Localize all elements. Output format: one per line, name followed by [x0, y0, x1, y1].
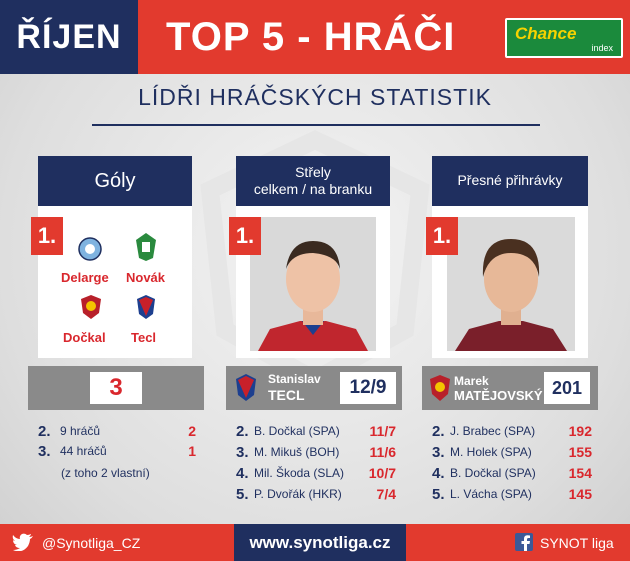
chance-index-logo: Chance index	[505, 18, 623, 58]
sponsor-sub: index	[591, 43, 613, 53]
goals-player-2: Novák	[126, 270, 166, 285]
goals-rank-badge: 1.	[31, 217, 63, 255]
goals-player-3: Dočkal	[63, 330, 106, 345]
passes-row-2-value: 192	[568, 423, 592, 439]
shots-player-photo	[250, 217, 376, 351]
player: M. Holek (SPA)	[450, 445, 532, 459]
passes-rank-badge: 1.	[426, 217, 458, 255]
shots-row-4-value: 10/7	[368, 465, 396, 481]
rank: 3.	[38, 442, 51, 460]
shots-player-last: TECL	[268, 387, 305, 403]
player: L. Vácha (SPA)	[450, 487, 532, 501]
subtitle-underline	[92, 124, 540, 126]
viktoria-plzen-crest-icon	[137, 295, 155, 319]
passes-row-5-value: 145	[568, 486, 592, 502]
goals-top-value: 3	[90, 372, 142, 404]
passes-row-4-value: 154	[568, 465, 592, 481]
shots-heading-line2: celkem / na branku	[253, 181, 373, 197]
jablonec-crest-icon	[136, 233, 156, 261]
goals-card	[38, 206, 192, 358]
player: B. Dočkal (SPA)	[254, 424, 340, 438]
viktoria-plzen-crest-icon	[236, 374, 256, 401]
shots-top-value: 12/9	[340, 372, 396, 404]
passes-row-3-value: 155	[568, 444, 592, 460]
facebook-page[interactable]: SYNOT liga	[540, 535, 614, 551]
goals-note: (z toho 2 vlastní)	[61, 466, 150, 480]
sparta-crest-icon	[81, 295, 101, 319]
shots-row-4: 4. Mil. Škoda (SLA)	[236, 463, 344, 483]
player: B. Dočkal (SPA)	[450, 466, 536, 480]
player-portrait-icon	[447, 217, 575, 351]
shots-row-3: 3. M. Mikuš (BOH)	[236, 442, 339, 462]
rank: 2.	[432, 422, 445, 440]
shots-player-first: Stanislav	[268, 372, 321, 386]
rank: 2.	[236, 422, 249, 440]
player: 9 hráčů	[60, 424, 101, 438]
shots-row-3-value: 11/6	[369, 444, 396, 460]
shots-row-5-value: 7/4	[376, 486, 396, 502]
header: ŘÍJEN TOP 5 - HRÁČI Chance index	[0, 0, 630, 74]
passes-player-photo	[447, 217, 575, 351]
shots-row-2: 2. B. Dočkal (SPA)	[236, 421, 340, 441]
shots-row-5: 5. P. Dvořák (HKR)	[236, 484, 342, 504]
goals-player-1: Delarge	[61, 270, 109, 285]
rank: 4.	[236, 464, 249, 482]
player: 44 hráčů	[60, 444, 107, 458]
subtitle: LÍDŘI HRÁČSKÝCH STATISTIK	[138, 84, 492, 110]
shots-heading-line1: Střely	[295, 163, 331, 180]
passes-row-3: 3. M. Holek (SPA)	[432, 442, 532, 462]
facebook-icon[interactable]	[515, 533, 533, 551]
goals-row-2: 2. 9 hráčů	[38, 421, 100, 441]
twitter-handle[interactable]: @Synotliga_CZ	[42, 535, 141, 551]
slovan-liberec-crest-icon	[78, 237, 102, 261]
player: P. Dvořák (HKR)	[254, 487, 342, 501]
shots-rank-badge: 1.	[229, 217, 261, 255]
player: M. Mikuš (BOH)	[254, 445, 340, 459]
goals-row-2-value: 2	[188, 423, 196, 439]
twitter-icon[interactable]	[12, 533, 34, 551]
website-link[interactable]: www.synotliga.cz	[234, 524, 406, 561]
rank: 3.	[432, 443, 445, 461]
shots-heading: Střely celkem / na branku	[236, 156, 390, 206]
goals-row-3-value: 1	[188, 443, 196, 459]
passes-row-2: 2. J. Brabec (SPA)	[432, 421, 535, 441]
passes-player-first: Marek	[454, 374, 489, 388]
passes-row-4: 4. B. Dočkal (SPA)	[432, 463, 536, 483]
shots-row-2-value: 11/7	[369, 423, 396, 439]
passes-row-5: 5. L. Vácha (SPA)	[432, 484, 532, 504]
goals-heading: Góly	[38, 156, 192, 206]
month-label: ŘÍJEN	[0, 0, 138, 74]
player-portrait-icon	[250, 217, 376, 351]
passes-player-last: MATĚJOVSKÝ	[454, 388, 543, 403]
player: Mil. Škoda (SLA)	[254, 466, 345, 480]
passes-heading: Přesné přihrávky	[432, 156, 588, 206]
rank: 2.	[38, 422, 51, 440]
sparta-crest-icon	[430, 375, 450, 401]
goals-row-3: 3. 44 hráčů	[38, 441, 107, 461]
sponsor-name: Chance	[515, 24, 577, 43]
goals-player-4: Tecl	[131, 330, 157, 345]
rank: 4.	[432, 464, 445, 482]
rank: 5.	[236, 485, 249, 503]
player: J. Brabec (SPA)	[450, 424, 536, 438]
rank: 3.	[236, 443, 249, 461]
rank: 5.	[432, 485, 445, 503]
passes-top-value: 201	[544, 372, 590, 404]
